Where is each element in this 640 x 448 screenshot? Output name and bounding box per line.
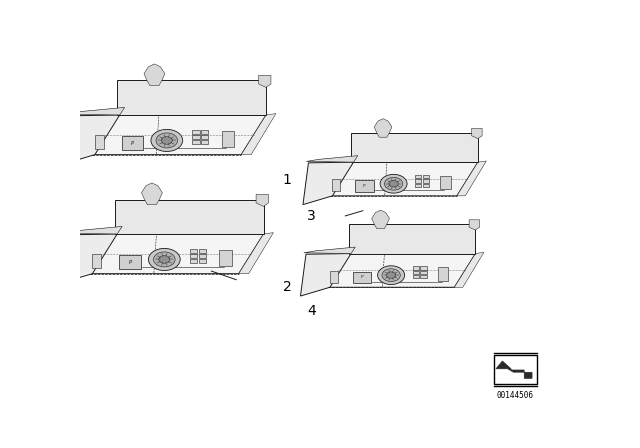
Polygon shape — [117, 81, 266, 115]
Bar — [220, 250, 232, 266]
Bar — [420, 275, 426, 279]
Circle shape — [151, 129, 182, 151]
Circle shape — [154, 252, 175, 267]
Polygon shape — [457, 161, 486, 196]
Polygon shape — [496, 361, 532, 379]
Bar — [422, 184, 429, 187]
Polygon shape — [90, 234, 264, 274]
Bar — [189, 259, 197, 263]
Bar — [330, 271, 337, 283]
Bar — [332, 179, 340, 191]
Text: P: P — [131, 141, 134, 146]
Text: 00144506: 00144506 — [497, 391, 534, 400]
Circle shape — [161, 137, 172, 144]
Circle shape — [378, 266, 404, 284]
Text: P: P — [361, 276, 364, 280]
Bar — [415, 179, 421, 183]
Text: 3: 3 — [307, 209, 316, 223]
Bar — [192, 140, 200, 144]
Bar — [438, 267, 449, 280]
Polygon shape — [141, 183, 163, 205]
Bar — [198, 254, 206, 258]
Polygon shape — [300, 254, 351, 296]
Bar — [415, 184, 421, 187]
Bar — [198, 259, 206, 263]
Bar — [192, 130, 200, 134]
Polygon shape — [239, 233, 273, 274]
Polygon shape — [259, 75, 271, 87]
Bar — [192, 135, 200, 139]
Polygon shape — [61, 226, 122, 234]
Polygon shape — [144, 64, 165, 86]
Polygon shape — [328, 254, 476, 287]
Circle shape — [156, 133, 177, 148]
Bar — [92, 254, 101, 268]
Text: P: P — [129, 259, 132, 264]
Polygon shape — [349, 224, 476, 254]
Bar — [201, 135, 209, 139]
Bar — [201, 130, 209, 134]
Circle shape — [385, 177, 403, 190]
Bar — [122, 136, 143, 150]
Polygon shape — [372, 210, 389, 228]
Circle shape — [387, 272, 396, 279]
Polygon shape — [241, 114, 276, 155]
Polygon shape — [330, 162, 478, 196]
Polygon shape — [472, 129, 482, 139]
Polygon shape — [454, 252, 484, 287]
Bar — [493, 355, 538, 383]
Polygon shape — [58, 234, 117, 284]
Bar — [222, 131, 234, 147]
Bar — [422, 175, 429, 178]
Text: 2: 2 — [283, 280, 292, 293]
Polygon shape — [307, 155, 358, 162]
Bar — [440, 176, 451, 189]
Bar — [201, 140, 209, 144]
Bar — [420, 266, 426, 270]
Polygon shape — [256, 194, 269, 207]
Circle shape — [148, 248, 180, 271]
Circle shape — [159, 255, 170, 263]
Bar — [413, 266, 419, 270]
Circle shape — [380, 174, 407, 193]
Polygon shape — [60, 115, 120, 165]
Bar — [95, 135, 104, 150]
Polygon shape — [469, 220, 479, 230]
Text: 1: 1 — [283, 172, 292, 187]
Circle shape — [389, 181, 398, 187]
Polygon shape — [303, 162, 353, 205]
Polygon shape — [92, 115, 266, 155]
Text: 4: 4 — [307, 304, 316, 318]
Bar — [189, 249, 197, 253]
Bar — [198, 249, 206, 253]
Polygon shape — [351, 133, 478, 162]
Polygon shape — [64, 108, 125, 115]
Bar — [415, 175, 421, 178]
Polygon shape — [115, 199, 264, 234]
Text: P: P — [364, 184, 365, 188]
Bar — [420, 271, 426, 274]
Bar — [355, 180, 374, 192]
Bar — [353, 271, 371, 283]
Polygon shape — [304, 247, 355, 254]
Bar — [189, 254, 197, 258]
Bar — [422, 179, 429, 183]
Circle shape — [382, 269, 400, 281]
Bar — [413, 275, 419, 279]
Polygon shape — [374, 119, 392, 137]
Bar — [119, 255, 141, 269]
Bar — [413, 271, 419, 274]
